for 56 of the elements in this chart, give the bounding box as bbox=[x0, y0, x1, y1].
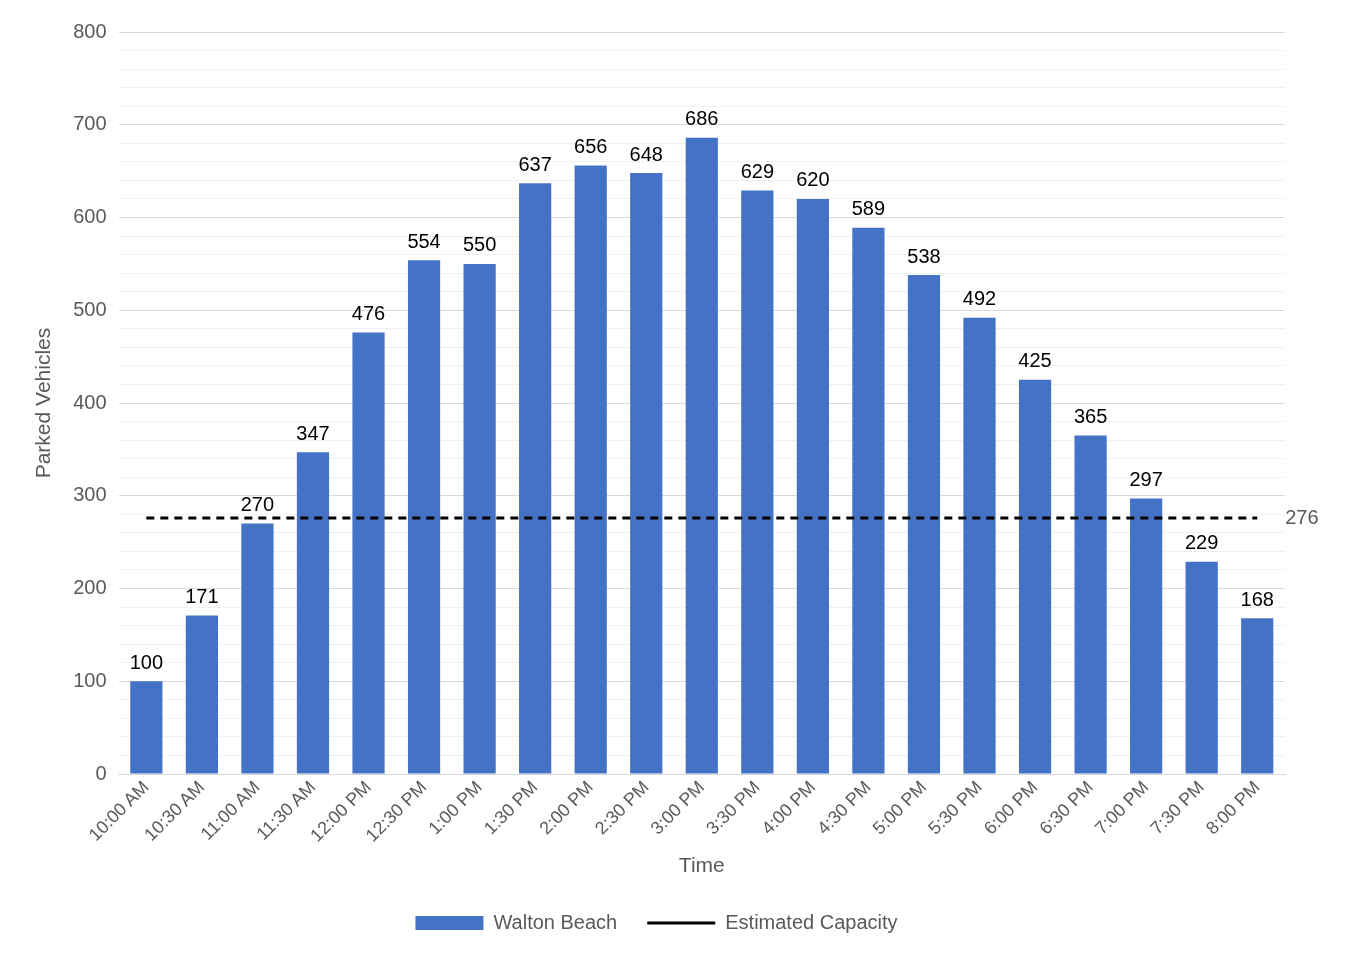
data-label: 589 bbox=[851, 197, 886, 220]
bar bbox=[574, 165, 607, 774]
bar bbox=[241, 523, 274, 774]
data-label: 347 bbox=[296, 421, 330, 444]
legend-label: Estimated Capacity bbox=[725, 910, 898, 933]
data-label: 492 bbox=[962, 287, 997, 310]
bar bbox=[685, 137, 718, 774]
data-label: 270 bbox=[240, 493, 275, 516]
bar bbox=[352, 332, 385, 774]
y-tick-label: 500 bbox=[73, 297, 107, 320]
y-tick-label: 800 bbox=[73, 19, 107, 42]
bar bbox=[1130, 498, 1163, 774]
data-label: 168 bbox=[1240, 587, 1274, 610]
bar bbox=[407, 260, 441, 774]
data-label: 637 bbox=[518, 152, 552, 175]
bar bbox=[1241, 618, 1274, 774]
bar bbox=[963, 317, 996, 774]
y-tick-label: 300 bbox=[73, 483, 107, 506]
bar bbox=[852, 227, 885, 774]
bar bbox=[907, 275, 941, 774]
data-label: 425 bbox=[1018, 349, 1052, 372]
data-label: 229 bbox=[1185, 531, 1219, 554]
data-label: 629 bbox=[740, 160, 775, 183]
y-tick-label: 100 bbox=[73, 668, 107, 691]
x-axis-title: Time bbox=[678, 853, 725, 877]
data-label: 550 bbox=[462, 233, 497, 256]
bar bbox=[1074, 435, 1107, 774]
y-tick-label: 700 bbox=[73, 112, 107, 135]
data-label: 620 bbox=[796, 168, 830, 191]
bar bbox=[130, 681, 163, 774]
y-axis-title: Parked Vehicles bbox=[31, 327, 55, 479]
y-tick-label: 600 bbox=[73, 205, 107, 228]
data-label: 656 bbox=[574, 135, 608, 158]
data-label: 365 bbox=[1073, 405, 1108, 427]
bar bbox=[519, 183, 552, 774]
bar bbox=[296, 452, 330, 774]
bar bbox=[1018, 379, 1052, 774]
data-label: 476 bbox=[351, 302, 386, 325]
data-label: 100 bbox=[129, 650, 164, 673]
legend-label: Walton Beach bbox=[493, 910, 618, 933]
bar bbox=[463, 263, 496, 774]
bar bbox=[630, 172, 663, 774]
bar bbox=[185, 615, 218, 774]
data-label: 648 bbox=[629, 142, 663, 165]
bar bbox=[1185, 561, 1218, 774]
data-label: 538 bbox=[907, 244, 941, 267]
y-tick-label: 0 bbox=[95, 761, 107, 784]
data-label: 686 bbox=[685, 107, 719, 130]
y-tick-label: 400 bbox=[73, 390, 107, 413]
data-label: 554 bbox=[407, 229, 441, 252]
y-tick-label: 200 bbox=[73, 576, 107, 599]
data-label: 276 bbox=[1285, 505, 1319, 528]
bar bbox=[741, 190, 774, 774]
data-label: 297 bbox=[1129, 468, 1163, 491]
data-label: 171 bbox=[185, 584, 219, 607]
bar bbox=[796, 198, 829, 774]
